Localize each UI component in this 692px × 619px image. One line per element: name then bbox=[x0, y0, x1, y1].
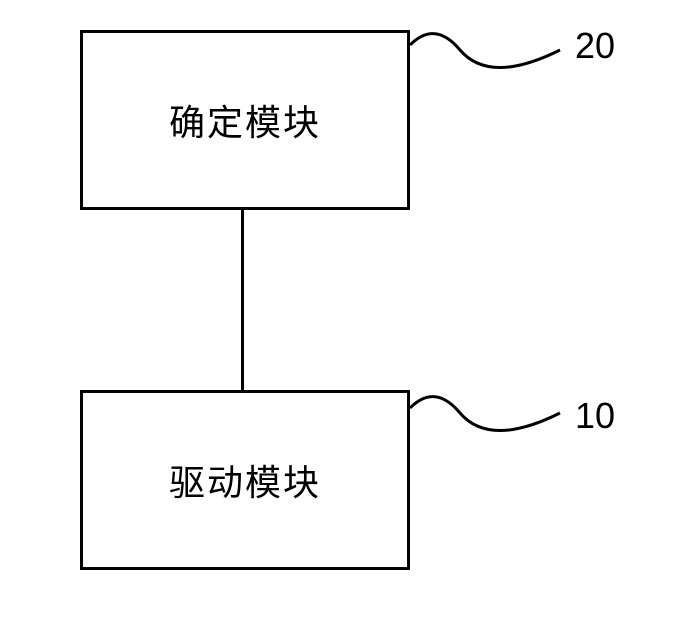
node-bottom-label: 驱动模块 bbox=[169, 454, 321, 506]
node-top-label: 确定模块 bbox=[169, 94, 321, 146]
callout-curve-bottom bbox=[405, 388, 565, 458]
callout-label-bottom: 10 bbox=[575, 395, 615, 437]
edge-connector bbox=[241, 210, 244, 390]
node-bottom: 驱动模块 bbox=[80, 390, 410, 570]
node-top: 确定模块 bbox=[80, 30, 410, 210]
callout-curve-top bbox=[405, 25, 565, 95]
callout-label-top: 20 bbox=[575, 25, 615, 67]
